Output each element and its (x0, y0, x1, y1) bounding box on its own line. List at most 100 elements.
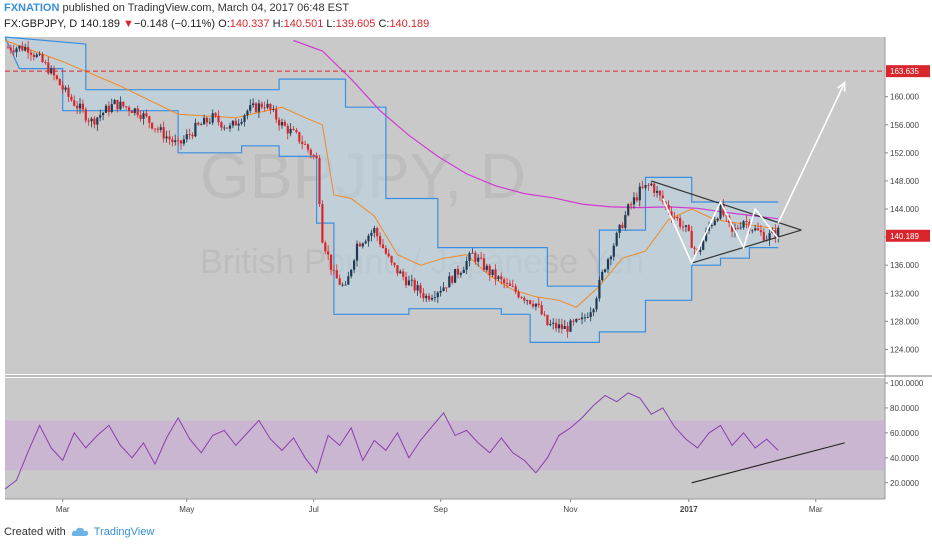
candle-body (578, 319, 581, 320)
last-price: 140.189 (80, 18, 120, 30)
candle-body (67, 87, 70, 97)
candle-body (526, 300, 529, 302)
candle-body (684, 225, 687, 227)
candle-body (768, 233, 771, 240)
candle-body (214, 113, 217, 116)
change-arrow-icon: ▼ (123, 18, 134, 30)
time-tick-label: May (179, 505, 194, 514)
candle-body (338, 278, 341, 285)
channel-fill (5, 37, 779, 343)
candle-body (465, 261, 468, 270)
candle-body (707, 226, 711, 231)
candle-body (555, 322, 558, 329)
candle-body (589, 312, 592, 318)
candle-body (658, 190, 662, 196)
candle-body (15, 48, 18, 53)
candle-body (667, 204, 670, 212)
candle-body (275, 109, 278, 120)
candle-body (430, 297, 434, 300)
candle-body (705, 230, 708, 241)
triangle-upper-line (651, 180, 802, 231)
candle-body (583, 317, 586, 319)
candle-body (742, 221, 745, 228)
candle-body (670, 211, 673, 217)
candle-body (254, 103, 258, 112)
candle-body (130, 111, 134, 113)
candle-body (612, 245, 615, 257)
candle-body (537, 303, 540, 306)
candle-body (402, 271, 405, 277)
rsi-tick-label: 60.0000 (890, 429, 919, 438)
rsi-tick-label: 100.0000 (890, 379, 924, 388)
candle-body (182, 139, 185, 144)
time-tick-label: Jul (309, 505, 319, 514)
candle-body (280, 122, 284, 126)
candle-body (243, 115, 246, 122)
candle-body (407, 280, 410, 286)
candle-body (396, 265, 399, 274)
triangle-lower-line (691, 229, 802, 264)
candle-body (102, 112, 105, 116)
candle-body (468, 253, 471, 261)
candle-body (615, 232, 618, 246)
candle-body (503, 279, 506, 284)
candle-body (653, 183, 656, 193)
candle-body (739, 227, 742, 229)
candle-body (234, 120, 237, 126)
candle-body (84, 109, 87, 121)
candle-body (32, 54, 35, 57)
candle-body (560, 324, 563, 329)
candle-body (73, 100, 76, 106)
rsi-tick-label: 80.0000 (890, 404, 919, 413)
time-tick-label: Mar (809, 505, 823, 514)
candle-body (136, 108, 139, 116)
candle-body (367, 235, 370, 242)
high-value: 140.501 (283, 18, 324, 30)
candle-body (329, 254, 333, 270)
candle-body (425, 295, 428, 299)
candle-body (205, 117, 209, 123)
candle-body (699, 250, 702, 252)
candle-body (197, 122, 200, 125)
candle-body (376, 228, 379, 237)
candle-body (344, 284, 347, 286)
candle-body (208, 122, 211, 124)
publisher-name[interactable]: FXNATION (4, 2, 60, 14)
candle-body (168, 136, 171, 140)
candle-body (159, 127, 162, 130)
candle-body (422, 293, 425, 299)
candle-body (572, 320, 575, 322)
candle-body (494, 269, 497, 279)
candle-body (70, 96, 73, 101)
candle-body (419, 285, 422, 294)
candle-body (64, 87, 67, 90)
candle-body (47, 62, 50, 74)
tradingview-brand[interactable]: TradingView (93, 526, 155, 538)
symbol-label[interactable]: FX:GBPJPY, D (4, 18, 78, 30)
candle-body (38, 54, 41, 55)
candle-body (44, 62, 47, 63)
candle-body (647, 185, 650, 186)
candle-body (76, 105, 79, 109)
candle-body (609, 256, 612, 260)
time-tick-label: Nov (563, 505, 577, 514)
candle-body (21, 45, 24, 51)
candle-body (272, 109, 275, 110)
candle-body (514, 286, 517, 292)
candle-body (304, 144, 307, 145)
candle-body (90, 118, 93, 122)
candle-body (474, 252, 477, 262)
footer: Created with TradingView (4, 526, 154, 538)
candle-body (690, 230, 693, 248)
candle-body (318, 158, 321, 205)
publish-info: FXNATION published on TradingView.com, M… (4, 2, 349, 14)
candle-body (681, 226, 685, 228)
candle-body (96, 117, 99, 125)
candle-body (99, 115, 102, 118)
candle-body (381, 244, 385, 248)
candle-body (220, 122, 223, 128)
candle-body (693, 247, 696, 249)
candle-body (61, 85, 64, 90)
candle-body (6, 47, 9, 49)
